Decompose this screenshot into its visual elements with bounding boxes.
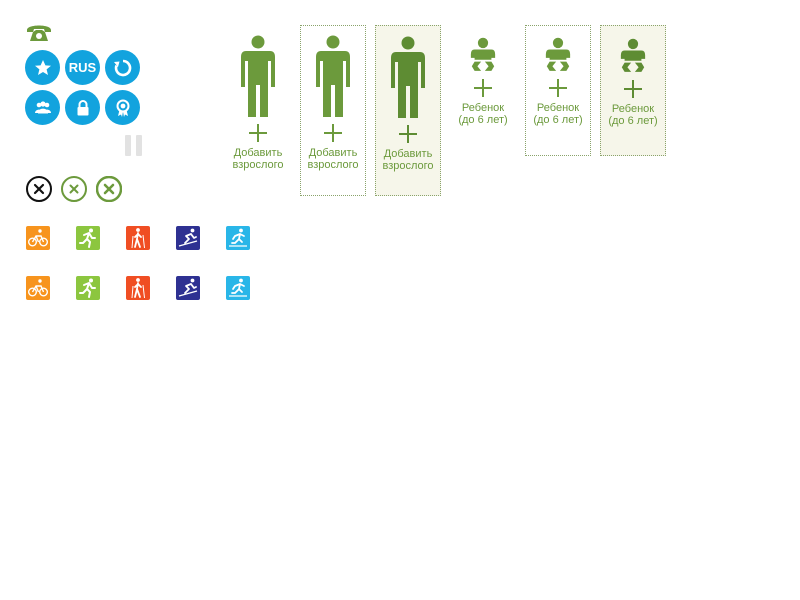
add-child-card[interactable]: Ребенок (до 6 лет): [600, 25, 666, 156]
close-icon: [26, 176, 52, 202]
add-adult-card[interactable]: Добавить взрослого: [225, 26, 291, 196]
close-button-green-bold[interactable]: [96, 176, 122, 202]
plus-icon: [324, 124, 342, 142]
hiking-icon[interactable]: [126, 276, 150, 300]
ski-race-icon[interactable]: [226, 226, 250, 250]
skiing-icon[interactable]: [176, 226, 200, 250]
cycling-icon[interactable]: [26, 226, 50, 250]
plus-icon: [249, 124, 267, 142]
language-label: RUS: [68, 60, 97, 75]
add-adult-card[interactable]: Добавить взрослого: [300, 25, 366, 196]
lock-icon: [77, 99, 88, 115]
cycling-icon[interactable]: [26, 276, 50, 300]
plus-icon: [399, 125, 417, 143]
close-icon: [96, 176, 122, 202]
running-icon[interactable]: [76, 226, 100, 250]
group-icon: [34, 100, 51, 113]
plus-icon: [624, 80, 642, 98]
plus-icon: [474, 79, 492, 97]
phone-icon[interactable]: [25, 22, 53, 44]
close-icon: [61, 176, 87, 202]
add-child-label: Ребенок (до 6 лет): [458, 102, 508, 126]
add-adult-card[interactable]: Добавить взрослого: [375, 25, 441, 196]
child-icon: [620, 38, 646, 72]
add-child-label: Ребенок (до 6 лет): [608, 103, 658, 127]
hiking-icon[interactable]: [126, 226, 150, 250]
close-button-green[interactable]: [61, 176, 87, 202]
refresh-button[interactable]: [105, 50, 140, 85]
skiing-icon[interactable]: [176, 276, 200, 300]
favorite-button[interactable]: [25, 50, 60, 85]
child-icon: [545, 37, 571, 71]
star-icon: [34, 59, 51, 75]
refresh-icon: [113, 59, 131, 76]
add-adult-label: Добавить взрослого: [382, 148, 434, 172]
adult-icon: [241, 35, 275, 117]
adult-icon: [316, 35, 350, 117]
award-icon: [116, 99, 129, 117]
language-button[interactable]: RUS: [65, 50, 100, 85]
add-child-card[interactable]: Ребенок (до 6 лет): [525, 25, 591, 156]
close-button-black[interactable]: [26, 176, 52, 202]
add-adult-label: Добавить взрослого: [307, 147, 359, 171]
add-adult-label: Добавить взрослого: [232, 147, 284, 171]
running-icon[interactable]: [76, 276, 100, 300]
lock-button[interactable]: [65, 90, 100, 125]
add-child-label: Ребенок (до 6 лет): [533, 102, 583, 126]
ski-race-icon[interactable]: [226, 276, 250, 300]
child-icon: [470, 37, 496, 71]
adult-icon: [391, 36, 425, 118]
award-button[interactable]: [105, 90, 140, 125]
plus-icon: [549, 79, 567, 97]
group-button[interactable]: [25, 90, 60, 125]
add-child-card[interactable]: Ребенок (до 6 лет): [450, 26, 516, 156]
pause-icon[interactable]: [125, 135, 143, 157]
